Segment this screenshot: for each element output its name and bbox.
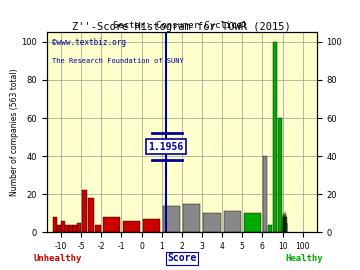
Bar xyxy=(57,225,60,232)
Bar xyxy=(263,156,267,232)
Text: Unhealthy: Unhealthy xyxy=(33,254,82,263)
Text: Sector: Consumer Cyclical: Sector: Consumer Cyclical xyxy=(113,21,247,30)
Text: Healthy: Healthy xyxy=(285,254,323,263)
Bar xyxy=(143,219,160,232)
Bar xyxy=(123,221,140,232)
Text: The Research Foundation of SUNY: The Research Foundation of SUNY xyxy=(52,58,184,64)
Title: Z''-Score Histogram for TOWR (2015): Z''-Score Histogram for TOWR (2015) xyxy=(72,22,291,32)
Bar xyxy=(82,190,87,232)
Bar xyxy=(77,223,81,232)
Bar xyxy=(163,205,180,232)
Bar xyxy=(183,204,201,232)
Bar xyxy=(278,118,282,232)
Y-axis label: Number of companies (563 total): Number of companies (563 total) xyxy=(10,69,19,196)
Bar xyxy=(268,225,272,232)
Bar xyxy=(244,213,261,232)
Bar xyxy=(65,225,69,232)
Bar xyxy=(53,217,57,232)
Text: Score: Score xyxy=(167,253,197,263)
Bar xyxy=(61,221,65,232)
Bar xyxy=(273,42,277,232)
Bar xyxy=(103,217,120,232)
Bar xyxy=(95,225,101,232)
Bar xyxy=(73,225,77,232)
Bar xyxy=(224,211,241,232)
Text: ©www.textbiz.org: ©www.textbiz.org xyxy=(52,38,126,48)
Text: 1.1956: 1.1956 xyxy=(148,141,183,151)
Bar xyxy=(203,213,221,232)
Bar xyxy=(69,225,73,232)
Bar xyxy=(88,198,94,232)
